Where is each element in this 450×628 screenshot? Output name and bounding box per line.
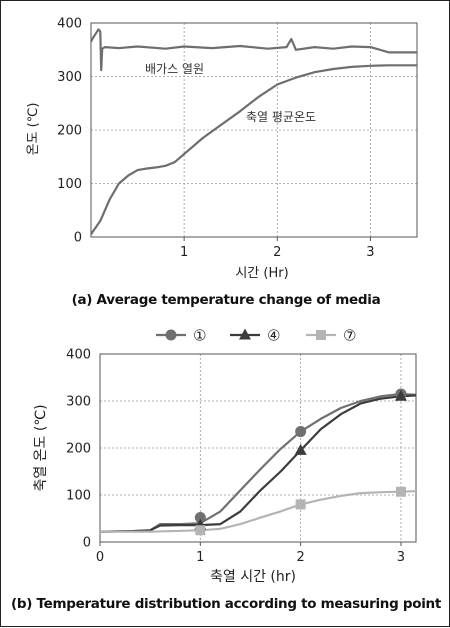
- x-tick-label: 1: [196, 550, 204, 565]
- marker-square: [295, 499, 306, 510]
- chart-b-series: [99, 392, 417, 533]
- chart-a-y-axis-label: 온도 (℃): [26, 103, 41, 156]
- y-tick-label: 300: [57, 70, 82, 85]
- chart-b-x-tick-labels: 0 1 2 3: [96, 550, 405, 565]
- series-line-0: [90, 28, 417, 72]
- marker-triangle: [294, 443, 307, 455]
- marker-square: [195, 525, 206, 536]
- x-tick-label: 3: [397, 550, 405, 565]
- x-tick-label: 2: [296, 550, 304, 565]
- legend-label-1: ④: [267, 327, 280, 345]
- chart-a-x-tick-labels: 1 2 3: [180, 245, 375, 260]
- series-line-1: [90, 64, 417, 235]
- chart-a-annotation-exhaust-gas: 배가스 열원: [145, 62, 204, 76]
- y-tick-label: 400: [57, 17, 82, 32]
- y-tick-label: 200: [66, 442, 91, 457]
- x-tick-label: 2: [273, 245, 281, 260]
- chart-b-legend: ① ④ ⑦: [156, 327, 356, 345]
- y-tick-label: 200: [57, 124, 82, 139]
- chart-b-caption: (b) Temperature distribution according t…: [11, 596, 442, 612]
- marker-circle: [194, 512, 206, 524]
- marker-square: [395, 486, 406, 497]
- chart-b-plot-frame: [99, 353, 417, 543]
- chart-b-markers: [194, 388, 407, 536]
- chart-a-x-axis-label: 시간 (Hr): [235, 266, 288, 281]
- legend-marker-square: [316, 330, 326, 340]
- chart-b-measuring-points: ① ④ ⑦ 0 100 200 300 400 0 1 2 3 축열 온도 (℃) 축열 시간 (…: [11, 327, 442, 613]
- legend-marker-triangle: [239, 328, 251, 340]
- chart-b-gridlines: [99, 354, 416, 546]
- y-tick-label: 0: [83, 536, 91, 551]
- series-line-0: [99, 392, 417, 533]
- legend-label-0: ①: [193, 327, 206, 345]
- legend-label-2: ⑦: [343, 327, 356, 345]
- y-tick-label: 0: [74, 231, 82, 246]
- y-tick-label: 400: [66, 348, 91, 363]
- y-tick-label: 100: [57, 177, 82, 192]
- x-tick-label: 0: [96, 550, 104, 565]
- chart-b-x-axis-label: 축열 시간 (hr): [210, 569, 296, 585]
- chart-a-annotation-storage-avg: 축열 평균온도: [246, 110, 316, 124]
- chart-b-y-axis-label: 축열 온도 (℃): [33, 404, 49, 491]
- chart-a-gridlines: [91, 23, 417, 241]
- y-tick-label: 300: [66, 395, 91, 410]
- y-tick-label: 100: [66, 489, 91, 504]
- legend-marker-circle: [165, 329, 177, 341]
- marker-circle: [295, 426, 307, 438]
- series-line-1: [99, 394, 417, 533]
- chart-a-y-tick-labels: 0 100 200 300 400: [57, 17, 82, 246]
- chart-a-plot-frame: [90, 22, 418, 238]
- chart-a-caption: (a) Average temperature change of media: [72, 292, 381, 308]
- chart-a-series: [90, 28, 417, 235]
- x-tick-label: 3: [366, 245, 374, 260]
- x-tick-label: 1: [180, 245, 188, 260]
- series-line-2: [100, 490, 417, 533]
- marker-triangle: [394, 389, 407, 401]
- chart-b-y-tick-labels: 0 100 200 300 400: [66, 348, 91, 551]
